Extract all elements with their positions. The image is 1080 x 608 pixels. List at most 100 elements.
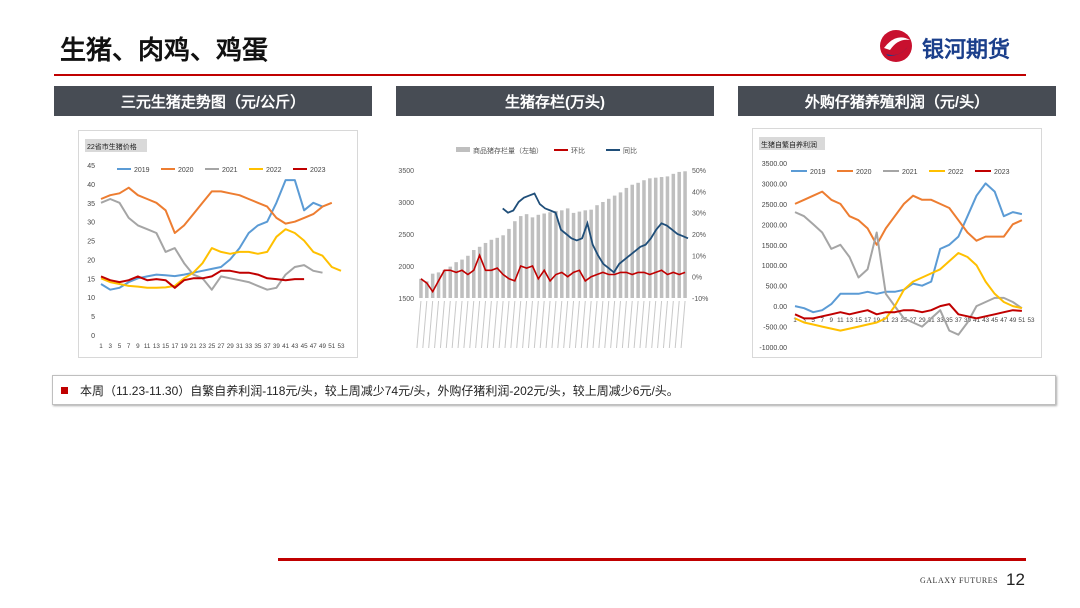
panel-header-pig-price: 三元生猪走势图（元/公斤） [54, 86, 372, 116]
x-tick-label-mark [633, 300, 639, 349]
y-right-tick-label: 10% [692, 253, 706, 260]
series-line-2021 [100, 198, 323, 291]
inventory-bar [577, 211, 582, 298]
x-tick-label: 43 [982, 317, 990, 324]
y-tick-label: 2500.00 [762, 202, 787, 209]
x-tick-label-mark [498, 300, 504, 349]
x-tick-label-mark [598, 300, 604, 349]
x-tick-label-mark [516, 300, 522, 349]
inventory-bar [454, 262, 458, 298]
series-line-2022 [794, 252, 1023, 332]
legend-label: 2021 [902, 169, 918, 176]
y-right-tick-label: 0% [692, 275, 702, 282]
x-tick-label: 11 [144, 343, 151, 350]
y-tick-label: 5 [91, 314, 95, 321]
x-tick-label: 13 [153, 343, 161, 350]
inventory-bar [466, 255, 470, 298]
x-tick-label: 9 [830, 317, 834, 324]
legend-label: 2019 [810, 169, 826, 176]
x-tick-label-mark [657, 300, 663, 349]
inventory-bar [624, 187, 629, 298]
x-tick-label-mark [527, 300, 533, 349]
inventory-bar [524, 214, 529, 298]
x-tick-label: 31 [236, 343, 244, 350]
x-tick-label-mark [451, 300, 457, 349]
y-tick-label: 1000.00 [762, 263, 787, 270]
inventory-bar [601, 202, 605, 298]
inventory-bar [659, 177, 664, 298]
weekly-note-text: 本周（11.23-11.30）自繁自养利润-118元/头，较上周减少74元/头，… [80, 383, 679, 398]
x-tick-label: 27 [909, 317, 917, 324]
y-right-tick-label: 30% [692, 211, 706, 218]
x-tick-label-mark [668, 300, 674, 349]
chart-title-bg [85, 139, 147, 152]
panel-header-piglet-profit: 外购仔猪养殖利润（元/头） [738, 86, 1056, 116]
x-tick-label: 33 [937, 317, 945, 324]
x-tick-label-mark [434, 300, 440, 349]
y-tick-label: 3000.00 [762, 181, 787, 188]
y-tick-label: 0.00 [773, 304, 787, 311]
chart-title-bg [759, 137, 825, 150]
inventory-bar [607, 198, 611, 298]
brand-logo: 银河期货 [876, 28, 1036, 64]
footer-brand: GALAXY FUTURES [920, 576, 999, 585]
inventory-bar [536, 214, 541, 298]
x-tick-label-mark [616, 300, 621, 349]
inventory-bar [425, 281, 429, 298]
x-tick-label: 19 [181, 343, 189, 350]
inventory-bar [618, 192, 623, 298]
x-tick-label: 49 [319, 343, 327, 350]
y-left-tick-label: 3500 [398, 168, 414, 175]
y-left-tick-label: 3000 [398, 200, 414, 207]
x-tick-label: 11 [837, 317, 844, 324]
x-tick-label: 51 [328, 343, 336, 350]
x-tick-label-mark [662, 300, 668, 349]
y-tick-label: 2000.00 [762, 222, 787, 229]
x-tick-label: 29 [227, 343, 235, 350]
x-tick-label-mark [592, 300, 598, 349]
x-tick-label: 31 [928, 317, 936, 324]
x-tick-label: 23 [199, 343, 207, 350]
x-tick-label: 37 [955, 317, 963, 324]
y-left-tick-label: 1500 [398, 296, 414, 303]
inventory-bar [636, 182, 640, 298]
x-tick-label: 3 [802, 317, 806, 324]
x-tick-label-mark [680, 300, 686, 349]
legend-label: 同比 [623, 146, 637, 155]
x-tick-label-mark [510, 300, 516, 349]
x-tick-label: 15 [162, 343, 170, 350]
series-line-2021 [794, 211, 1023, 336]
y-tick-label: -1000.00 [759, 345, 787, 352]
x-tick-label: 7 [127, 343, 131, 350]
x-tick-label: 53 [1027, 317, 1035, 324]
x-tick-label-mark [586, 300, 592, 349]
title-divider [54, 74, 1026, 76]
x-tick-label: 47 [310, 343, 318, 350]
legend-swatch [456, 147, 470, 152]
x-tick-label-mark [627, 300, 633, 349]
y-tick-label: 3500.00 [762, 161, 787, 168]
x-tick-label-mark [445, 300, 451, 349]
y-tick-label: 0 [91, 333, 95, 340]
series-line-2020 [100, 186, 333, 234]
x-tick-label-mark [481, 300, 486, 349]
x-tick-label-mark [486, 300, 492, 349]
series-line-2019 [794, 182, 1023, 314]
x-tick-label-mark [522, 300, 528, 349]
x-tick-label: 1 [793, 317, 797, 324]
inventory-bar [665, 176, 670, 298]
inventory-bar [472, 250, 476, 298]
legend-label: 商品猪存栏量（左轴） [473, 146, 543, 155]
x-tick-label-mark [674, 300, 680, 349]
x-tick-label: 43 [291, 343, 299, 350]
x-tick-label: 17 [864, 317, 872, 324]
page-number: 12 [1006, 570, 1025, 589]
x-tick-label-mark [463, 300, 469, 349]
legend-label: 2022 [948, 169, 964, 176]
inventory-bar [583, 210, 588, 298]
x-tick-label: 33 [245, 343, 253, 350]
pig-inventory-chart: 商品猪存栏量（左轴） 环比 同比 1500 2000 2500 3000 3500 -10% 0%… [396, 130, 714, 358]
x-tick-label-mark [475, 300, 481, 349]
x-tick-label: 25 [208, 343, 216, 350]
galaxy-logo-icon [880, 30, 912, 62]
